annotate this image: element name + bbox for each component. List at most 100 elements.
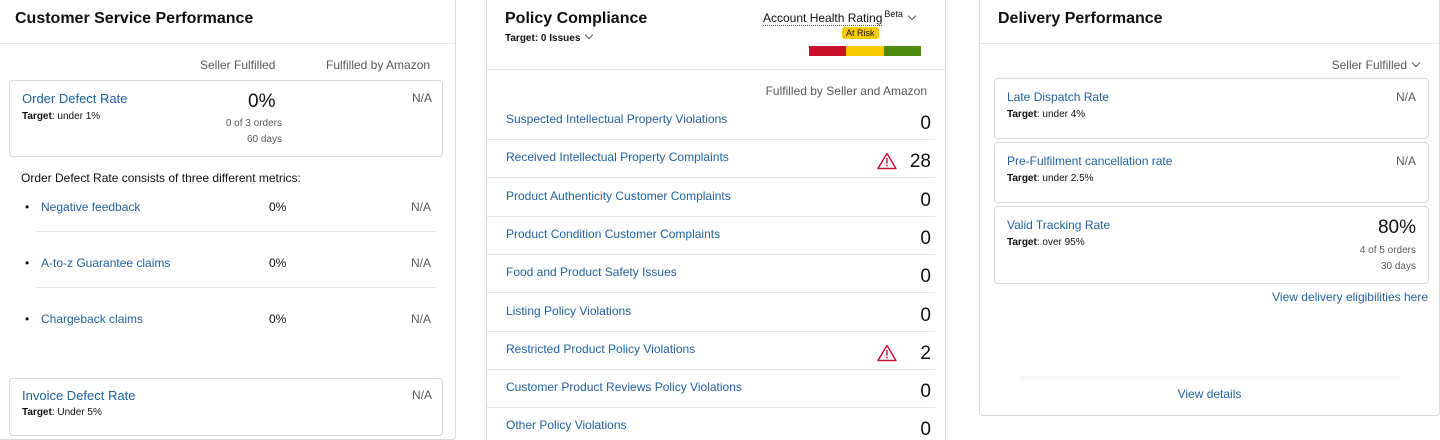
column-header-fulfilled: Fulfilled by Seller and Amazon — [765, 84, 927, 98]
list-item: • Chargeback claims 0% N/A — [25, 306, 439, 342]
chargeback-claims-link[interactable]: Chargeback claims — [41, 312, 144, 326]
divider — [487, 69, 945, 70]
sub-metric-amazon-value: N/A — [410, 200, 431, 214]
target-dropdown[interactable]: Target: 0 Issues — [505, 30, 594, 44]
policy-row-value: 0 — [920, 266, 931, 288]
metric-orders: 4 of 5 orders — [1359, 245, 1416, 256]
panel-title-delivery: Delivery Performance — [998, 10, 1163, 27]
late-dispatch-rate-link[interactable]: Late Dispatch Rate — [1007, 90, 1110, 104]
sub-metric-seller-value: 0% — [269, 312, 287, 326]
policy-row-link[interactable]: Listing Policy Violations — [506, 303, 632, 318]
valid-tracking-rate-link[interactable]: Valid Tracking Rate — [1007, 218, 1111, 232]
target-label: Target — [22, 407, 52, 418]
policy-row-link[interactable]: Other Policy Violations — [506, 418, 627, 433]
status-badge: At Risk — [842, 27, 879, 39]
idr-target: Target: Under 5% — [22, 407, 102, 418]
policy-row: Customer Product Reviews Policy Violatio… — [487, 370, 935, 409]
odr-target: Target: under 1% — [22, 111, 100, 122]
panel-title-policy-compliance: Policy Compliance — [505, 10, 648, 27]
policy-row-value: 0 — [920, 419, 931, 440]
target-label: Target — [1007, 237, 1037, 248]
policy-row: Restricted Product Policy Violations 2 — [487, 332, 935, 370]
panel-title-customer-service: Customer Service Performance — [15, 10, 254, 27]
chevron-down-icon — [907, 11, 917, 21]
policy-row: Product Condition Customer Complaints 0 — [487, 217, 935, 255]
policy-row-value: 0 — [920, 227, 931, 249]
customer-service-panel: Customer Service Performance Seller Fulf… — [0, 0, 456, 440]
sub-metrics-list: • Negative feedback 0% N/A • A-to-z Guar… — [25, 194, 439, 344]
policy-row: Product Authenticity Customer Complaints… — [487, 179, 935, 217]
list-item: • A-to-z Guarantee claims 0% N/A — [25, 250, 439, 286]
metric-value: 80% — [1377, 217, 1416, 238]
view-delivery-eligibilities-link[interactable]: View delivery eligibilities here — [1272, 290, 1428, 304]
filter-label: Seller Fulfilled — [1331, 58, 1407, 72]
policy-row-link[interactable]: Customer Product Reviews Policy Violatio… — [506, 380, 742, 395]
policy-row-link[interactable]: Received Intellectual Property Complaint… — [506, 150, 729, 165]
odr-orders: 0 of 3 orders — [225, 118, 282, 129]
target-value: : under 2.5% — [1036, 173, 1094, 184]
policy-row-link[interactable]: Restricted Product Policy Violations — [506, 341, 696, 356]
odr-value: 0% — [248, 91, 276, 112]
negative-feedback-link[interactable]: Negative feedback — [41, 200, 141, 214]
metric-target: Target: over 95% — [1007, 237, 1085, 248]
order-defect-rate-link[interactable]: Order Defect Rate — [22, 91, 128, 106]
policy-row-value: 0 — [920, 381, 931, 403]
account-health-rating-label: Account Health Rating — [763, 11, 883, 26]
chevron-down-icon — [585, 30, 594, 40]
account-health-rating-dropdown[interactable]: Account Health Rating Beta — [763, 9, 917, 26]
sub-metric-seller-value: 0% — [269, 200, 287, 214]
metric-target: Target: under 4% — [1007, 109, 1085, 120]
policy-row: Food and Product Safety Issues 0 — [487, 255, 935, 294]
sub-metric-amazon-value: N/A — [410, 312, 431, 326]
odr-description: Order Defect Rate consists of three diff… — [21, 171, 301, 185]
divider — [37, 287, 435, 288]
invoice-defect-rate-card: Invoice Defect Rate Target: Under 5% N/A — [9, 378, 443, 436]
target-value: : Under 5% — [51, 407, 102, 418]
target-label: Target — [22, 111, 52, 122]
policy-row-value: 0 — [920, 189, 931, 211]
odr-amazon-value: N/A — [411, 91, 432, 105]
bullet: • — [25, 312, 30, 326]
target-value: : over 95% — [1036, 237, 1085, 248]
bullet: • — [25, 200, 30, 214]
target-label: Target — [1007, 109, 1037, 120]
target-text: Target: 0 Issues — [505, 33, 581, 44]
pre-fulfilment-cancellation-card: Pre-Fulfilment cancellation rate Target:… — [994, 142, 1429, 203]
chevron-down-icon — [1411, 58, 1421, 68]
policy-row: Suspected Intellectual Property Violatio… — [487, 102, 935, 140]
policy-row: Listing Policy Violations 0 — [487, 294, 935, 332]
target-label: Target — [1007, 173, 1037, 184]
health-bar-yellow — [846, 46, 884, 56]
policy-row-link[interactable]: Suspected Intellectual Property Violatio… — [506, 112, 728, 126]
policy-row-link[interactable]: Product Authenticity Customer Complaints — [506, 188, 731, 203]
order-defect-rate-card: Order Defect Rate Target: under 1% 0% 0 … — [9, 80, 443, 157]
divider — [1020, 376, 1400, 384]
invoice-defect-rate-link[interactable]: Invoice Defect Rate — [22, 388, 136, 403]
policy-row: Other Policy Violations 0 — [487, 408, 935, 440]
policy-row-link[interactable]: Product Condition Customer Complaints — [506, 226, 721, 241]
pre-fulfilment-cancellation-link[interactable]: Pre-Fulfilment cancellation rate — [1007, 154, 1173, 168]
divider — [0, 43, 455, 44]
sub-metric-amazon-value: N/A — [410, 256, 431, 270]
divider — [980, 43, 1439, 44]
bullet: • — [25, 256, 30, 270]
a-to-z-claims-link[interactable]: A-to-z Guarantee claims — [41, 256, 171, 270]
policy-row: Received Intellectual Property Complaint… — [487, 140, 935, 179]
delivery-performance-panel: Delivery Performance Seller Fulfilled La… — [979, 0, 1440, 416]
metric-value: N/A — [1395, 154, 1416, 168]
metric-value: N/A — [1395, 90, 1416, 104]
fulfillment-filter-dropdown[interactable]: Seller Fulfilled — [1331, 58, 1421, 72]
column-header-amazon: Fulfilled by Amazon — [326, 58, 431, 72]
valid-tracking-rate-card: Valid Tracking Rate Target: over 95% 80%… — [994, 206, 1429, 284]
sub-metric-seller-value: 0% — [269, 256, 287, 270]
policy-compliance-panel: Policy Compliance Target: 0 Issues Accou… — [486, 0, 946, 440]
policy-row-link[interactable]: Food and Product Safety Issues — [506, 265, 677, 280]
policy-row-value: 2 — [920, 342, 931, 364]
divider — [37, 231, 435, 232]
target-value: : under 4% — [1036, 109, 1086, 120]
view-details-link[interactable]: View details — [1177, 387, 1242, 401]
beta-badge: Beta — [884, 9, 903, 19]
list-item: • Negative feedback 0% N/A — [25, 194, 439, 230]
health-rating-bar — [809, 46, 921, 56]
idr-amazon-value: N/A — [411, 388, 432, 402]
